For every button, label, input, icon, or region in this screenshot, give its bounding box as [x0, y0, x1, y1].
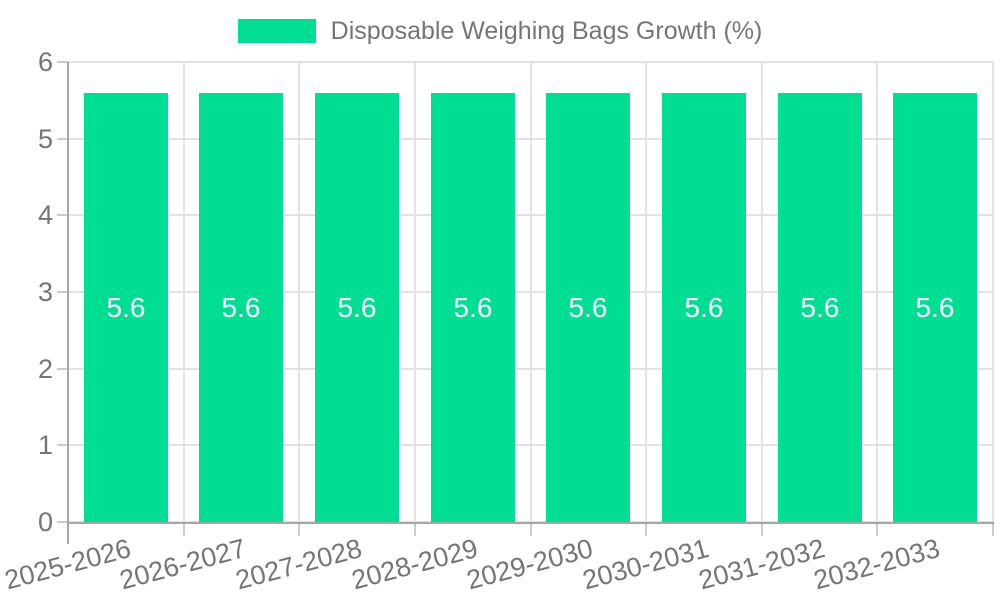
x-axis-tick: [645, 522, 647, 536]
bar-value-label: 5.6: [915, 291, 955, 323]
x-axis-tick: [992, 522, 994, 536]
legend-label: Disposable Weighing Bags Growth (%): [330, 17, 763, 45]
chart-legend[interactable]: Disposable Weighing Bags Growth (%): [0, 14, 1000, 48]
gridline-vertical: [992, 62, 994, 522]
y-axis-label: 0: [37, 507, 53, 537]
bar[interactable]: 5.6: [546, 93, 630, 522]
x-axis-tick: [761, 522, 763, 536]
bar[interactable]: 5.6: [662, 93, 746, 522]
legend-swatch-icon: [237, 19, 316, 43]
bar-value-label: 5.6: [337, 291, 377, 323]
x-axis-label: 2029-2030: [463, 533, 596, 596]
y-axis-tick: [57, 521, 68, 523]
bar-value-label: 5.6: [221, 291, 261, 323]
bar[interactable]: 5.6: [315, 93, 399, 522]
y-axis-tick: [57, 214, 68, 216]
y-axis-tick: [57, 138, 68, 140]
bar-value-label: 5.6: [800, 291, 840, 323]
bar-value-label: 5.6: [106, 291, 146, 323]
bar[interactable]: 5.6: [199, 93, 283, 522]
y-axis-label: 2: [37, 354, 53, 384]
y-axis-tick: [57, 444, 68, 446]
y-axis-tick: [57, 291, 68, 293]
bar-value-label: 5.6: [568, 291, 608, 323]
x-axis-label: 2026-2027: [116, 533, 249, 596]
x-axis-tick: [876, 522, 878, 536]
bar[interactable]: 5.6: [893, 93, 977, 522]
y-axis-label: 6: [37, 47, 53, 77]
x-axis-tick: [530, 522, 532, 536]
y-axis-label: 4: [37, 200, 53, 230]
gridline-vertical: [414, 62, 416, 522]
y-axis-label: 3: [37, 277, 53, 307]
gridline-vertical: [761, 62, 763, 522]
x-axis-label: 2028-2029: [348, 533, 481, 596]
y-axis-line: [67, 62, 69, 544]
x-axis-line: [67, 522, 994, 524]
bar[interactable]: 5.6: [84, 93, 168, 522]
x-axis-tick: [183, 522, 185, 536]
bar[interactable]: 5.6: [431, 93, 515, 522]
x-axis-tick: [414, 522, 416, 536]
y-axis-tick: [57, 61, 68, 63]
gridline-vertical: [645, 62, 647, 522]
gridline-vertical: [298, 62, 300, 522]
bar-value-label: 5.6: [453, 291, 493, 323]
x-axis-label: 2031-2032: [695, 533, 828, 596]
x-axis-label: 2027-2028: [232, 533, 365, 596]
bar[interactable]: 5.6: [778, 93, 862, 522]
gridline-vertical: [530, 62, 532, 522]
gridline-vertical: [876, 62, 878, 522]
gridline-vertical: [183, 62, 185, 522]
x-axis-label: 2030-2031: [579, 533, 712, 596]
bar-value-label: 5.6: [684, 291, 724, 323]
y-axis-label: 1: [37, 430, 53, 460]
y-axis-label: 5: [37, 124, 53, 154]
y-axis-tick: [57, 368, 68, 370]
x-axis-tick: [298, 522, 300, 536]
x-axis-label: 2032-2033: [810, 533, 943, 596]
